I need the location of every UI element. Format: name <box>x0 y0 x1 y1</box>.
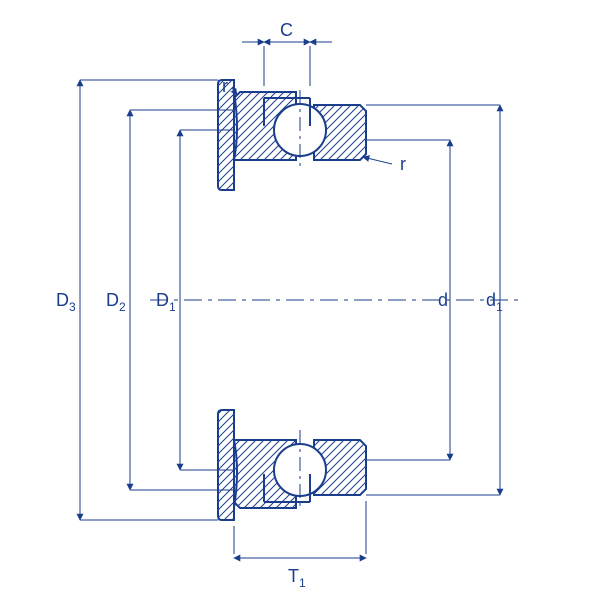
svg-text:D3: D3 <box>56 290 76 314</box>
svg-text:D1: D1 <box>156 290 176 314</box>
svg-text:r: r <box>222 76 228 96</box>
svg-text:C: C <box>280 20 293 40</box>
svg-text:r: r <box>400 154 406 174</box>
svg-text:d: d <box>438 290 448 310</box>
svg-text:D2: D2 <box>106 290 126 314</box>
bearing-diagram: dd1D1D2D3CT1rr <box>0 0 600 600</box>
svg-text:T1: T1 <box>288 566 306 590</box>
